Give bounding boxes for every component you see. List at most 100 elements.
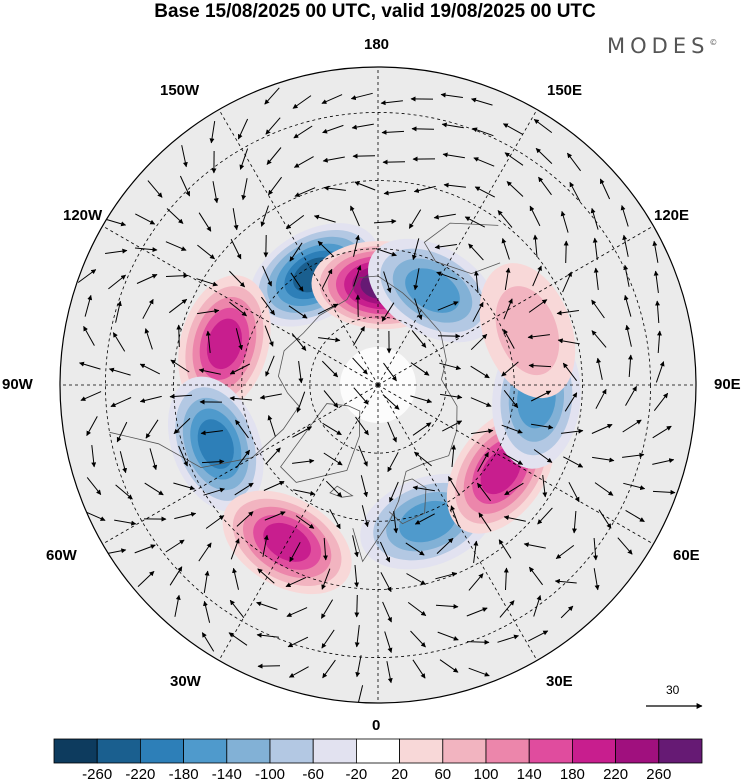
wind-arrow <box>571 510 577 534</box>
wind-arrow <box>147 180 163 198</box>
wind-arrow <box>229 301 247 317</box>
wind-arrow <box>569 181 581 202</box>
wind-arrow <box>115 300 122 323</box>
wind-arrow <box>593 537 599 561</box>
wind-arrow <box>557 338 580 345</box>
wind-arrow <box>406 573 426 585</box>
wind-arrow <box>232 208 239 231</box>
anomaly-low-hudson <box>168 376 264 512</box>
wind-arrow <box>108 367 131 376</box>
wind-arrow <box>313 214 336 223</box>
wind-arrow <box>466 607 488 617</box>
wind-arrow <box>380 100 403 106</box>
wind-arrow <box>145 419 159 439</box>
lon-label-30e: 30E <box>546 673 573 690</box>
wind-arrow <box>437 631 459 641</box>
wind-arrow <box>497 210 513 228</box>
wind-arrow <box>592 237 598 260</box>
wind-arrow <box>350 205 360 227</box>
wind-arrow <box>358 445 368 467</box>
wind-arrow <box>136 274 158 284</box>
wind-arrow <box>229 270 245 288</box>
meridian-line <box>377 225 654 386</box>
wind-arrow <box>471 428 494 435</box>
wind-arrow <box>652 240 659 263</box>
wind-arrow <box>86 477 102 495</box>
wind-arrow <box>229 363 251 375</box>
wind-arrow <box>472 301 484 322</box>
wind-arrow <box>77 269 97 283</box>
wind-arrow <box>265 355 275 377</box>
wind-arrow <box>451 444 457 468</box>
colorbar-tick-label: 140 <box>516 766 542 783</box>
anomaly-contour <box>480 447 522 495</box>
wind-arrow <box>361 505 370 528</box>
lon-label-60w: 60W <box>46 547 77 564</box>
wind-arrow <box>262 534 269 557</box>
wind-arrow <box>655 361 665 383</box>
wind-arrow <box>86 416 98 437</box>
wind-arrow <box>443 182 466 188</box>
wind-arrow <box>323 185 346 191</box>
wind-arrow <box>285 214 305 230</box>
wind-arrow <box>502 123 523 135</box>
wind-arrow <box>292 426 313 438</box>
wind-arrow <box>599 178 611 200</box>
wind-arrow <box>257 568 275 584</box>
wind-arrow <box>110 397 132 407</box>
wind-arrow <box>554 578 577 584</box>
wind-arrow <box>627 354 633 378</box>
wind-arrow <box>321 360 339 378</box>
wind-arrow <box>447 476 461 496</box>
wind-arrow <box>322 537 328 561</box>
wind-arrow <box>393 511 399 534</box>
lon-label-120e: 120E <box>654 207 690 224</box>
wind-arrow <box>555 545 575 559</box>
wind-arrow <box>198 542 212 562</box>
wind-arrow <box>203 600 211 623</box>
wind-arrow <box>439 362 462 371</box>
colorbar-tick-label: 100 <box>473 766 499 783</box>
wind-arrow <box>440 92 463 98</box>
wind-arrow <box>287 636 309 648</box>
lon-label-90e: 90E <box>714 376 741 393</box>
wind-arrow <box>115 484 133 500</box>
wind-arrow <box>596 357 603 380</box>
wind-arrow <box>625 385 637 406</box>
wind-arrow <box>105 248 128 254</box>
wind-arrow <box>412 422 432 436</box>
wind-arrow <box>203 570 210 593</box>
wind-vectors <box>77 87 676 703</box>
colorbar-tick-label: -100 <box>254 766 286 783</box>
lon-label-120w: 120W <box>63 207 103 224</box>
wind-arrow <box>352 357 368 375</box>
latitude-circle <box>241 248 515 522</box>
wind-arrow <box>530 390 552 402</box>
reference-vector-value: 30 <box>666 683 680 697</box>
wind-arrow <box>383 362 397 382</box>
colorbar-tick-label: -220 <box>125 766 156 783</box>
wind-arrow <box>567 152 581 172</box>
wind-arrow <box>321 94 343 104</box>
wind-arrow <box>351 123 374 130</box>
wind-arrow <box>322 422 342 436</box>
wind-arrow <box>504 482 524 496</box>
wind-arrow <box>325 480 343 498</box>
wind-arrow <box>527 334 550 340</box>
wind-arrow <box>468 243 484 261</box>
colorbar-tick-label: 260 <box>646 766 672 783</box>
wind-arrow <box>355 655 362 678</box>
wind-arrow <box>412 659 426 679</box>
wind-arrow <box>166 208 184 224</box>
wind-arrow <box>503 567 509 591</box>
wind-arrow <box>296 391 306 413</box>
wind-arrow <box>264 511 286 521</box>
meridian-line <box>377 109 538 386</box>
colorbar-swatch <box>572 738 617 764</box>
wind-arrow <box>533 119 553 134</box>
wind-arrow <box>564 392 578 412</box>
anomaly-contour <box>197 419 234 469</box>
wind-arrow <box>355 416 369 436</box>
lon-label-60e: 60E <box>673 547 700 564</box>
